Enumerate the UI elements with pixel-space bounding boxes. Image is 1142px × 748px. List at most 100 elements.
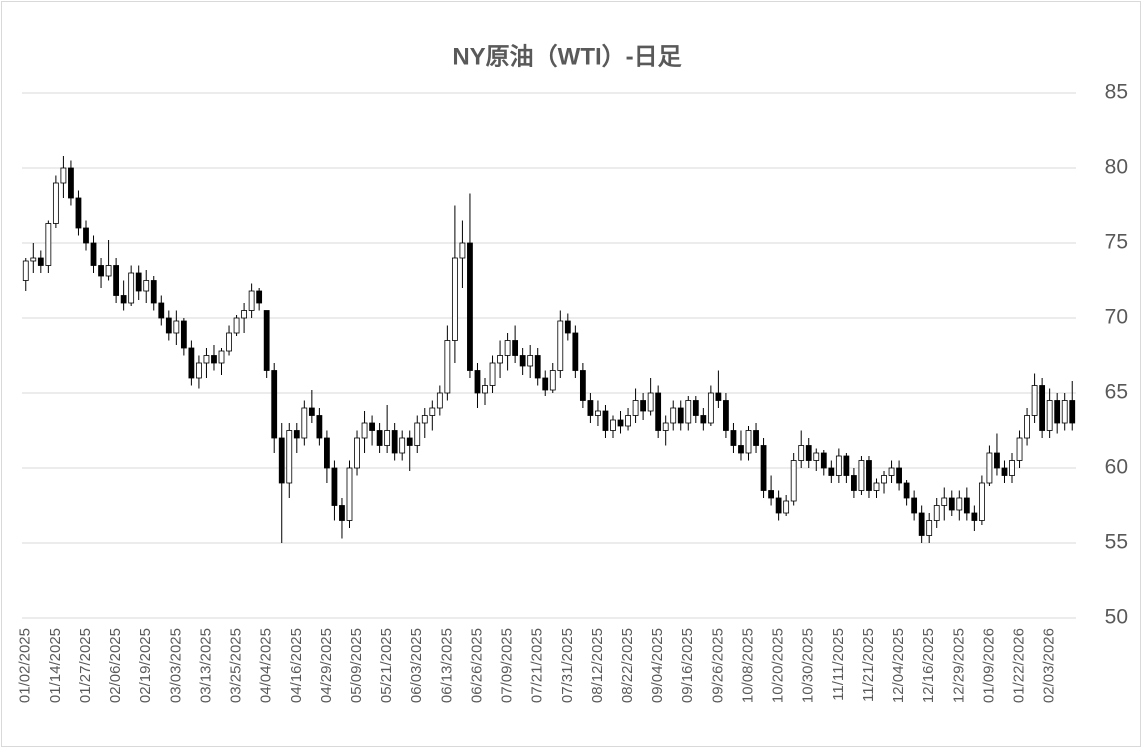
x-tick-label: 05/21/2025: [378, 628, 395, 703]
candle-body: [218, 350, 225, 364]
candle-body: [37, 257, 44, 266]
x-tick-label: 02/03/2026: [1041, 628, 1058, 703]
candle-body: [911, 497, 918, 514]
candle-body: [715, 392, 722, 401]
candle-body: [572, 332, 579, 371]
candle-body: [444, 340, 451, 394]
candle-body: [820, 452, 827, 469]
x-tick-label: 01/09/2026: [980, 628, 997, 703]
candle-body: [579, 370, 586, 401]
candle-body: [549, 370, 556, 391]
x-tick-label: 09/16/2025: [679, 628, 696, 703]
candle-body: [376, 430, 383, 446]
x-tick-label: 07/09/2025: [499, 628, 516, 703]
candle-body: [60, 167, 67, 184]
y-tick-label: 75: [1105, 231, 1128, 254]
candle-body: [805, 445, 812, 461]
x-tick-label: 11/11/2025: [830, 628, 847, 701]
candle-body: [858, 460, 865, 491]
candle-body: [256, 290, 263, 304]
candle-body: [1031, 385, 1038, 416]
x-tick-label: 10/20/2025: [770, 628, 787, 703]
x-tick-label: 01/22/2026: [1011, 628, 1028, 703]
candle-body: [369, 422, 375, 431]
x-tick-label: 03/03/2025: [167, 628, 184, 703]
candle-body: [587, 400, 594, 416]
candle-body: [753, 430, 759, 446]
candle-body: [324, 437, 330, 469]
candle-body: [640, 400, 647, 412]
candle-body: [564, 320, 571, 334]
candle-body: [467, 242, 473, 371]
candle-body: [459, 242, 466, 259]
candle-body: [436, 392, 443, 409]
x-tick-label: 08/12/2025: [589, 628, 606, 703]
x-tick-label: 05/09/2025: [348, 628, 365, 703]
x-tick-label: 07/21/2025: [529, 628, 546, 703]
x-tick-label: 01/14/2025: [47, 628, 64, 703]
candle-body: [52, 182, 59, 224]
candle-body: [700, 415, 707, 424]
candle-body: [610, 419, 616, 431]
candle-body: [994, 452, 1000, 469]
candle-body: [986, 452, 993, 484]
candle-body: [775, 497, 782, 514]
candle-body: [150, 280, 157, 304]
candle-body: [1046, 400, 1053, 431]
candle-body: [113, 265, 120, 296]
x-tick-label: 06/26/2025: [468, 628, 485, 703]
x-tick-label: 12/16/2025: [920, 628, 937, 703]
candle-body: [241, 310, 247, 319]
x-tick-label: 12/04/2025: [890, 628, 907, 703]
candle-body: [888, 467, 895, 476]
candle-body: [489, 362, 496, 386]
x-tick-label: 03/25/2025: [228, 628, 245, 703]
candle-body: [1061, 400, 1068, 424]
candle-body: [165, 317, 172, 334]
candle-body: [278, 437, 285, 484]
candle-body: [542, 377, 549, 391]
candle-body: [783, 500, 790, 514]
candle-body: [873, 482, 880, 491]
candle-body: [399, 437, 406, 454]
candle-body: [143, 280, 150, 292]
candle-body: [851, 475, 857, 491]
candle-body: [843, 455, 850, 476]
candle-body: [173, 320, 180, 334]
y-tick-label: 80: [1105, 156, 1128, 179]
candle-body: [226, 332, 232, 352]
candle-body: [98, 265, 104, 277]
candle-body: [83, 227, 89, 244]
candle-body: [384, 430, 391, 446]
y-tick-label: 85: [1105, 81, 1128, 104]
candle-body: [956, 497, 963, 511]
candle-body: [941, 497, 948, 506]
candle-body: [723, 400, 729, 431]
candle-body: [203, 355, 210, 364]
candle-body: [105, 265, 112, 277]
candle-body: [196, 362, 202, 379]
candle-body: [158, 302, 165, 319]
candle-body: [361, 422, 368, 439]
candle-body: [30, 257, 37, 262]
y-tick-label: 65: [1105, 381, 1128, 404]
candle-body: [301, 407, 308, 439]
chart-title: NY原油（WTI）-日足: [452, 43, 681, 70]
candle-body: [828, 467, 835, 476]
candle-body: [670, 407, 677, 424]
candle-body: [1001, 467, 1008, 476]
candle-body: [180, 320, 187, 349]
candle-body: [248, 290, 255, 311]
candle-body: [414, 422, 421, 446]
candle-body: [188, 347, 195, 379]
candle-body: [75, 197, 82, 229]
candle-body: [655, 392, 662, 431]
x-tick-label: 06/13/2025: [438, 628, 455, 703]
candle-body: [512, 340, 519, 356]
candle-body: [22, 260, 29, 281]
x-tick-label: 04/16/2025: [288, 628, 305, 703]
candle-body: [685, 400, 692, 424]
candle-body: [429, 407, 436, 416]
candle-body: [474, 370, 481, 394]
